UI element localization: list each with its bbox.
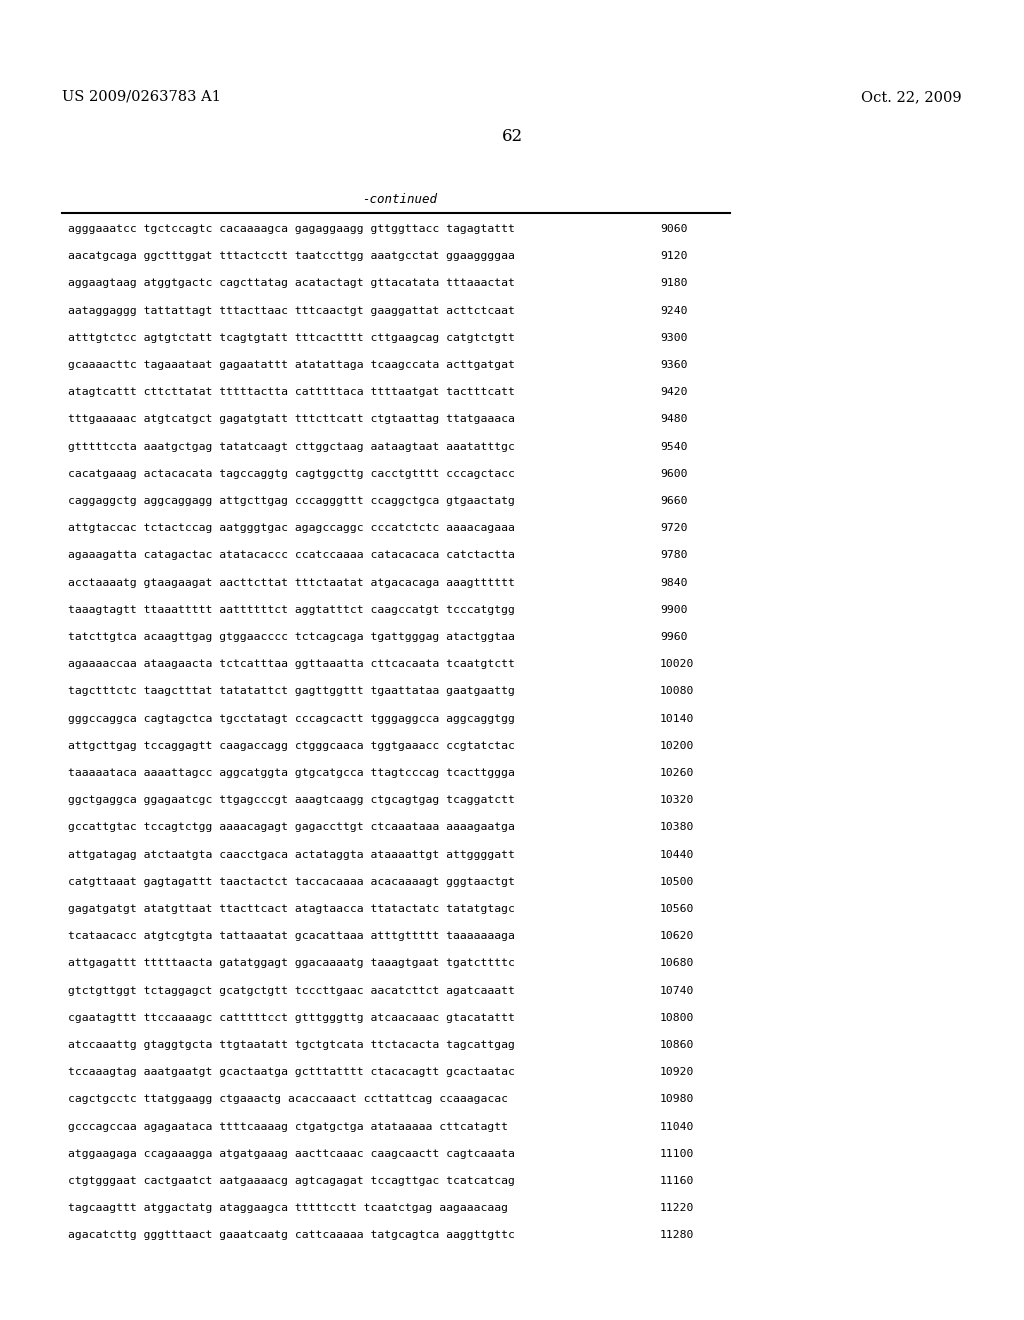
Text: 11280: 11280	[660, 1230, 694, 1241]
Text: attgtaccac tctactccag aatgggtgac agagccaggc cccatctctc aaaacagaaa: attgtaccac tctactccag aatgggtgac agagcca…	[68, 523, 515, 533]
Text: 9060: 9060	[660, 224, 687, 234]
Text: 10080: 10080	[660, 686, 694, 697]
Text: 10680: 10680	[660, 958, 694, 969]
Text: 10140: 10140	[660, 714, 694, 723]
Text: 9300: 9300	[660, 333, 687, 343]
Text: 9660: 9660	[660, 496, 687, 506]
Text: 10380: 10380	[660, 822, 694, 833]
Text: 10500: 10500	[660, 876, 694, 887]
Text: tagctttctc taagctttat tatatattct gagttggttt tgaattataa gaatgaattg: tagctttctc taagctttat tatatattct gagttgg…	[68, 686, 515, 697]
Text: 9120: 9120	[660, 251, 687, 261]
Text: 10020: 10020	[660, 659, 694, 669]
Text: gtttttccta aaatgctgag tatatcaagt cttggctaag aataagtaat aaatatttgc: gtttttccta aaatgctgag tatatcaagt cttggct…	[68, 442, 515, 451]
Text: 10740: 10740	[660, 986, 694, 995]
Text: aggaagtaag atggtgactc cagcttatag acatactagt gttacatata tttaaactat: aggaagtaag atggtgactc cagcttatag acatact…	[68, 279, 515, 288]
Text: 11040: 11040	[660, 1122, 694, 1131]
Text: atttgtctcc agtgtctatt tcagtgtatt tttcactttt cttgaagcag catgtctgtt: atttgtctcc agtgtctatt tcagtgtatt tttcact…	[68, 333, 515, 343]
Text: tatcttgtca acaagttgag gtggaacccc tctcagcaga tgattgggag atactggtaa: tatcttgtca acaagttgag gtggaacccc tctcagc…	[68, 632, 515, 642]
Text: cagctgcctc ttatggaagg ctgaaactg acaccaaact ccttattcag ccaaagacac: cagctgcctc ttatggaagg ctgaaactg acaccaaa…	[68, 1094, 508, 1105]
Text: 9900: 9900	[660, 605, 687, 615]
Text: Oct. 22, 2009: Oct. 22, 2009	[861, 90, 962, 104]
Text: 11100: 11100	[660, 1148, 694, 1159]
Text: atagtcattt cttcttatat tttttactta catttttaca ttttaatgat tactttcatt: atagtcattt cttcttatat tttttactta cattttt…	[68, 387, 515, 397]
Text: 10200: 10200	[660, 741, 694, 751]
Text: 10620: 10620	[660, 931, 694, 941]
Text: tccaaagtag aaatgaatgt gcactaatga gctttatttt ctacacagtt gcactaatac: tccaaagtag aaatgaatgt gcactaatga gctttat…	[68, 1067, 515, 1077]
Text: 9480: 9480	[660, 414, 687, 425]
Text: cgaatagttt ttccaaaagc catttttcct gtttgggttg atcaacaaac gtacatattt: cgaatagttt ttccaaaagc catttttcct gtttggg…	[68, 1012, 515, 1023]
Text: agaaaaccaa ataagaacta tctcatttaa ggttaaatta cttcacaata tcaatgtctt: agaaaaccaa ataagaacta tctcatttaa ggttaaa…	[68, 659, 515, 669]
Text: tagcaagttt atggactatg ataggaagca tttttcctt tcaatctgag aagaaacaag: tagcaagttt atggactatg ataggaagca tttttcc…	[68, 1204, 508, 1213]
Text: 9720: 9720	[660, 523, 687, 533]
Text: aacatgcaga ggctttggat tttactcctt taatccttgg aaatgcctat ggaaggggaa: aacatgcaga ggctttggat tttactcctt taatcct…	[68, 251, 515, 261]
Text: 9840: 9840	[660, 578, 687, 587]
Text: 10800: 10800	[660, 1012, 694, 1023]
Text: 9960: 9960	[660, 632, 687, 642]
Text: -continued: -continued	[362, 193, 437, 206]
Text: attgatagag atctaatgta caacctgaca actataggta ataaaattgt attggggatt: attgatagag atctaatgta caacctgaca actatag…	[68, 850, 515, 859]
Text: agaaagatta catagactac atatacaccc ccatccaaaa catacacaca catctactta: agaaagatta catagactac atatacaccc ccatcca…	[68, 550, 515, 561]
Text: ggctgaggca ggagaatcgc ttgagcccgt aaagtcaagg ctgcagtgag tcaggatctt: ggctgaggca ggagaatcgc ttgagcccgt aaagtca…	[68, 795, 515, 805]
Text: 9420: 9420	[660, 387, 687, 397]
Text: 9540: 9540	[660, 442, 687, 451]
Text: 10920: 10920	[660, 1067, 694, 1077]
Text: 10440: 10440	[660, 850, 694, 859]
Text: catgttaaat gagtagattt taactactct taccacaaaa acacaaaagt gggtaactgt: catgttaaat gagtagattt taactactct taccaca…	[68, 876, 515, 887]
Text: US 2009/0263783 A1: US 2009/0263783 A1	[62, 90, 221, 104]
Text: tcataacacc atgtcgtgta tattaaatat gcacattaaa atttgttttt taaaaaaaga: tcataacacc atgtcgtgta tattaaatat gcacatt…	[68, 931, 515, 941]
Text: agggaaatcc tgctccagtc cacaaaagca gagaggaagg gttggttacc tagagtattt: agggaaatcc tgctccagtc cacaaaagca gagagga…	[68, 224, 515, 234]
Text: taaaaataca aaaattagcc aggcatggta gtgcatgcca ttagtcccag tcacttggga: taaaaataca aaaattagcc aggcatggta gtgcatg…	[68, 768, 515, 777]
Text: 10260: 10260	[660, 768, 694, 777]
Text: 62: 62	[502, 128, 522, 145]
Text: ctgtgggaat cactgaatct aatgaaaacg agtcagagat tccagttgac tcatcatcag: ctgtgggaat cactgaatct aatgaaaacg agtcaga…	[68, 1176, 515, 1185]
Text: tttgaaaaac atgtcatgct gagatgtatt tttcttcatt ctgtaattag ttatgaaaca: tttgaaaaac atgtcatgct gagatgtatt tttcttc…	[68, 414, 515, 425]
Text: 9240: 9240	[660, 306, 687, 315]
Text: acctaaaatg gtaagaagat aacttcttat tttctaatat atgacacaga aaagtttttt: acctaaaatg gtaagaagat aacttcttat tttctaa…	[68, 578, 515, 587]
Text: gccattgtac tccagtctgg aaaacagagt gagaccttgt ctcaaataaa aaaagaatga: gccattgtac tccagtctgg aaaacagagt gagacct…	[68, 822, 515, 833]
Text: 9360: 9360	[660, 360, 687, 370]
Text: agacatcttg gggtttaact gaaatcaatg cattcaaaaa tatgcagtca aaggttgttc: agacatcttg gggtttaact gaaatcaatg cattcaa…	[68, 1230, 515, 1241]
Text: 9600: 9600	[660, 469, 687, 479]
Text: attgagattt tttttaacta gatatggagt ggacaaaatg taaagtgaat tgatcttttc: attgagattt tttttaacta gatatggagt ggacaaa…	[68, 958, 515, 969]
Text: gtctgttggt tctaggagct gcatgctgtt tcccttgaac aacatcttct agatcaaatt: gtctgttggt tctaggagct gcatgctgtt tcccttg…	[68, 986, 515, 995]
Text: caggaggctg aggcaggagg attgcttgag cccagggttt ccaggctgca gtgaactatg: caggaggctg aggcaggagg attgcttgag cccaggg…	[68, 496, 515, 506]
Text: atccaaattg gtaggtgcta ttgtaatatt tgctgtcata ttctacacta tagcattgag: atccaaattg gtaggtgcta ttgtaatatt tgctgtc…	[68, 1040, 515, 1049]
Text: taaagtagtt ttaaattttt aattttttct aggtatttct caagccatgt tcccatgtgg: taaagtagtt ttaaattttt aattttttct aggtatt…	[68, 605, 515, 615]
Text: gcccagccaa agagaataca ttttcaaaag ctgatgctga atataaaaa cttcatagtt: gcccagccaa agagaataca ttttcaaaag ctgatgc…	[68, 1122, 508, 1131]
Text: 11220: 11220	[660, 1204, 694, 1213]
Text: gcaaaacttc tagaaataat gagaatattt atatattaga tcaagccata acttgatgat: gcaaaacttc tagaaataat gagaatattt atatatt…	[68, 360, 515, 370]
Text: gagatgatgt atatgttaat ttacttcact atagtaacca ttatactatc tatatgtagc: gagatgatgt atatgttaat ttacttcact atagtaa…	[68, 904, 515, 913]
Text: aataggaggg tattattagt tttacttaac tttcaactgt gaaggattat acttctcaat: aataggaggg tattattagt tttacttaac tttcaac…	[68, 306, 515, 315]
Text: 9780: 9780	[660, 550, 687, 561]
Text: 10980: 10980	[660, 1094, 694, 1105]
Text: attgcttgag tccaggagtt caagaccagg ctgggcaaca tggtgaaacc ccgtatctac: attgcttgag tccaggagtt caagaccagg ctgggca…	[68, 741, 515, 751]
Text: gggccaggca cagtagctca tgcctatagt cccagcactt tgggaggcca aggcaggtgg: gggccaggca cagtagctca tgcctatagt cccagca…	[68, 714, 515, 723]
Text: atggaagaga ccagaaagga atgatgaaag aacttcaaac caagcaactt cagtcaaata: atggaagaga ccagaaagga atgatgaaag aacttca…	[68, 1148, 515, 1159]
Text: 10560: 10560	[660, 904, 694, 913]
Text: 11160: 11160	[660, 1176, 694, 1185]
Text: 10320: 10320	[660, 795, 694, 805]
Text: cacatgaaag actacacata tagccaggtg cagtggcttg cacctgtttt cccagctacc: cacatgaaag actacacata tagccaggtg cagtggc…	[68, 469, 515, 479]
Text: 9180: 9180	[660, 279, 687, 288]
Text: 10860: 10860	[660, 1040, 694, 1049]
